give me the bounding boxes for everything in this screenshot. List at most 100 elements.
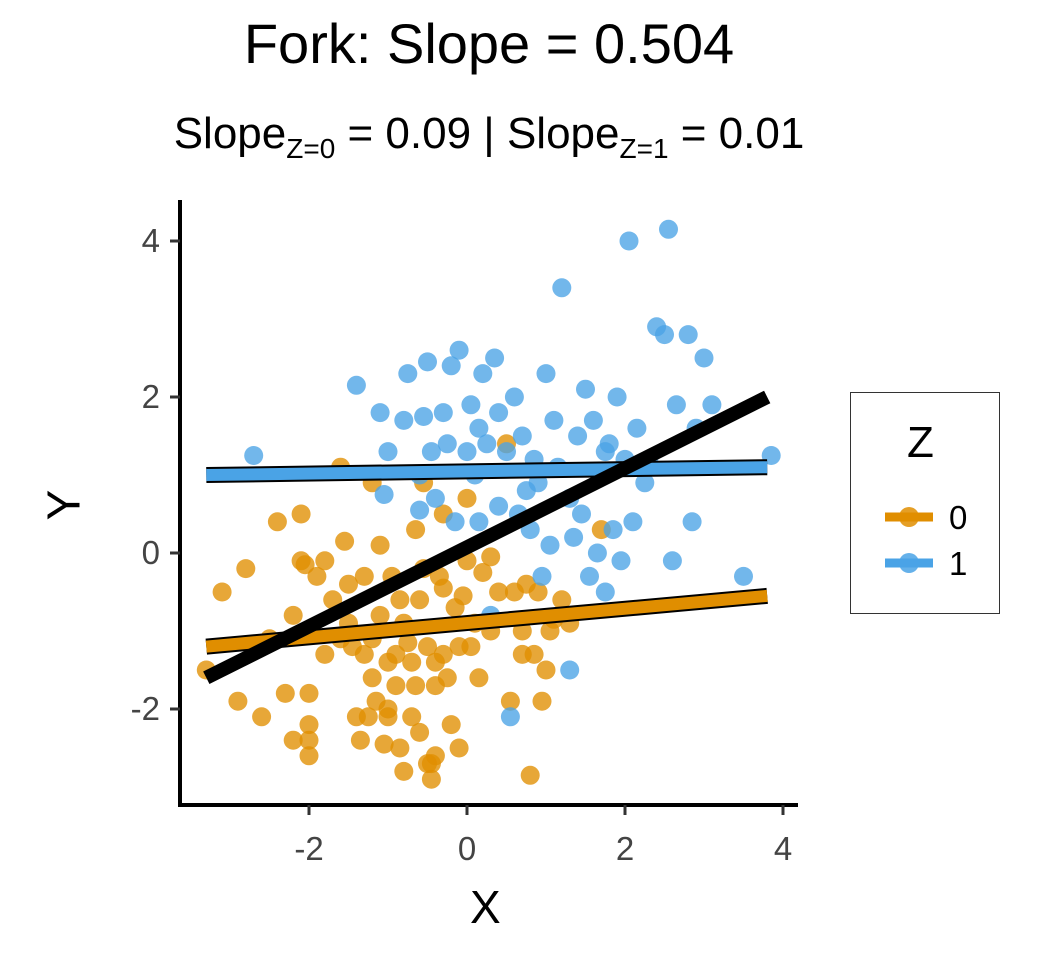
point-z0-15 — [299, 746, 319, 766]
point-z1-42 — [576, 379, 595, 399]
point-z0-14 — [299, 730, 319, 750]
point-z1-37 — [552, 278, 572, 298]
point-z0-32 — [370, 535, 390, 555]
point-z1-10 — [421, 442, 441, 462]
point-z0-12 — [299, 683, 319, 703]
point-z1-49 — [603, 520, 623, 540]
legend-label-0: 0 — [949, 499, 968, 536]
point-z0-43 — [394, 761, 414, 781]
point-z0-47 — [406, 676, 426, 696]
point-z0-11 — [295, 555, 315, 575]
point-z0-3 — [236, 559, 256, 579]
point-z1-66 — [734, 566, 753, 586]
point-z1-61 — [678, 325, 698, 345]
point-z0-63 — [441, 715, 461, 735]
point-z0-60 — [433, 578, 453, 598]
subtitle-part-3: = 0.01 — [668, 109, 805, 158]
point-z1-56 — [635, 473, 655, 493]
legend-key-1 — [885, 553, 933, 573]
point-z1-8 — [414, 407, 434, 426]
legend-title: Z — [907, 418, 934, 467]
points-layer — [196, 219, 781, 789]
point-z0-1 — [212, 582, 232, 602]
point-z0-6 — [275, 683, 295, 703]
point-z1-45 — [587, 543, 607, 563]
point-z1-55 — [627, 418, 647, 438]
point-z0-41 — [390, 738, 410, 758]
point-z0-34 — [374, 734, 394, 754]
point-z0-16 — [307, 566, 327, 586]
point-z0-66 — [449, 738, 469, 758]
point-z1-30 — [512, 426, 532, 446]
ticks-layer — [170, 239, 785, 815]
point-z1-50 — [607, 387, 627, 407]
point-z0-53 — [418, 637, 437, 657]
fit-lines-layer — [203, 390, 771, 685]
point-z1-22 — [477, 434, 497, 454]
x-tick-label-1: 0 — [457, 830, 477, 867]
point-z0-20 — [335, 531, 355, 551]
point-z0-8 — [283, 605, 303, 625]
point-z1-12 — [433, 403, 453, 423]
point-z1-4 — [378, 442, 398, 462]
chart-title: Fork: Slope = 0.504 — [243, 12, 735, 75]
subtitle-part-1: Slope — [173, 109, 287, 158]
point-z0-70 — [461, 637, 481, 657]
point-z1-38 — [560, 660, 580, 680]
chart-subtitle: SlopeZ=0 = 0.09 | SlopeZ=1 = 0.01 — [0, 112, 978, 163]
point-z1-44 — [583, 410, 603, 430]
point-z1-58 — [655, 325, 674, 345]
point-z0-72 — [469, 668, 489, 688]
point-z1-68 — [489, 496, 509, 516]
point-z0-26 — [354, 566, 374, 586]
legend-label-1: 1 — [949, 545, 968, 582]
point-z0-25 — [350, 730, 370, 750]
point-z0-2 — [228, 691, 248, 711]
point-z0-67 — [453, 586, 473, 606]
point-z0-44 — [398, 633, 418, 653]
fit-line-overall — [203, 390, 771, 685]
point-z0-73 — [473, 563, 493, 582]
point-z0-27 — [354, 644, 374, 664]
point-z0-77 — [500, 691, 520, 711]
point-z1-43 — [580, 566, 599, 586]
point-z0-96 — [406, 520, 426, 540]
y-tick-label-0: -2 — [130, 690, 160, 727]
point-z1-27 — [500, 707, 520, 727]
point-z0-40 — [386, 676, 406, 696]
y-tick-label-2: 2 — [141, 378, 160, 415]
point-z0-83 — [524, 644, 544, 664]
x-axis-title: X — [470, 881, 501, 933]
point-z1-41 — [572, 504, 591, 524]
y-axis-title: Y — [37, 489, 90, 521]
point-z1-69 — [516, 481, 536, 501]
point-z1-47 — [595, 582, 615, 602]
point-z1-71 — [595, 442, 615, 462]
point-z1-16 — [449, 340, 469, 360]
point-z1-18 — [461, 395, 481, 415]
point-z1-64 — [694, 348, 714, 368]
point-z0-85 — [532, 691, 552, 711]
point-z1-11 — [425, 488, 445, 508]
point-z1-59 — [659, 219, 678, 239]
point-z1-2 — [370, 403, 390, 423]
point-z1-17 — [457, 442, 477, 462]
point-z0-45 — [402, 652, 422, 672]
point-z1-62 — [682, 512, 702, 532]
point-z1-74 — [532, 566, 552, 586]
legend-key-0 — [885, 507, 933, 527]
point-z1-3 — [374, 485, 394, 504]
point-z1-20 — [469, 418, 489, 438]
point-z1-54 — [623, 512, 643, 532]
point-z1-34 — [536, 364, 556, 384]
point-z0-39 — [386, 644, 406, 664]
point-z0-37 — [378, 707, 398, 727]
point-z0-75 — [489, 582, 509, 602]
point-z0-61 — [433, 644, 453, 664]
subtitle-sub-1: Z=0 — [286, 133, 336, 164]
point-z0-69 — [457, 488, 477, 508]
point-z0-84 — [528, 582, 548, 602]
y-tick-label-3: 4 — [141, 222, 160, 259]
point-z0-4 — [252, 707, 272, 727]
point-z1-51 — [611, 551, 631, 571]
